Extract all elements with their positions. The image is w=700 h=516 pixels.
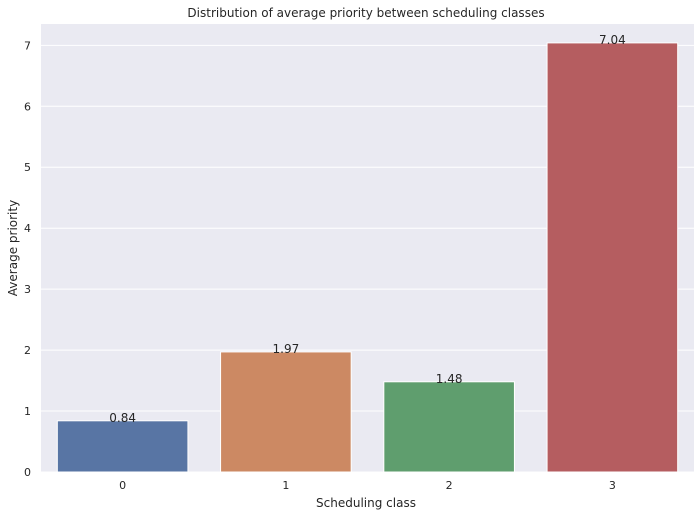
data-label-2: 1.48	[436, 372, 463, 386]
bars	[56, 42, 679, 473]
y-tick-label: 5	[24, 161, 31, 174]
y-tick-label: 7	[24, 39, 31, 52]
data-label-0: 0.84	[109, 411, 136, 425]
y-tick-label: 3	[24, 283, 31, 296]
bar-1	[220, 351, 352, 473]
x-axis-label: Scheduling class	[316, 496, 416, 510]
y-tick-label: 2	[24, 344, 31, 357]
y-axis-label: Average priority	[6, 200, 20, 296]
y-tick-label: 4	[24, 222, 31, 235]
x-axis-ticks: 0 1 2 3	[119, 479, 616, 492]
y-tick-label: 1	[24, 405, 31, 418]
bar-3	[546, 42, 679, 473]
y-tick-label: 0	[24, 466, 31, 479]
data-labels: 0.84 1.97 1.48 7.04	[109, 33, 625, 425]
x-tick-label: 1	[282, 479, 289, 492]
data-label-1: 1.97	[273, 342, 300, 356]
y-axis-ticks: 0 1 2 3 4 5 6 7	[24, 39, 31, 479]
x-tick-label: 0	[119, 479, 126, 492]
chart-title: Distribution of average priority between…	[187, 6, 544, 20]
x-tick-label: 2	[446, 479, 453, 492]
x-tick-label: 3	[609, 479, 616, 492]
y-tick-label: 6	[24, 100, 31, 113]
bar-2	[383, 381, 515, 473]
bar-0	[56, 420, 189, 473]
data-label-3: 7.04	[599, 33, 626, 47]
